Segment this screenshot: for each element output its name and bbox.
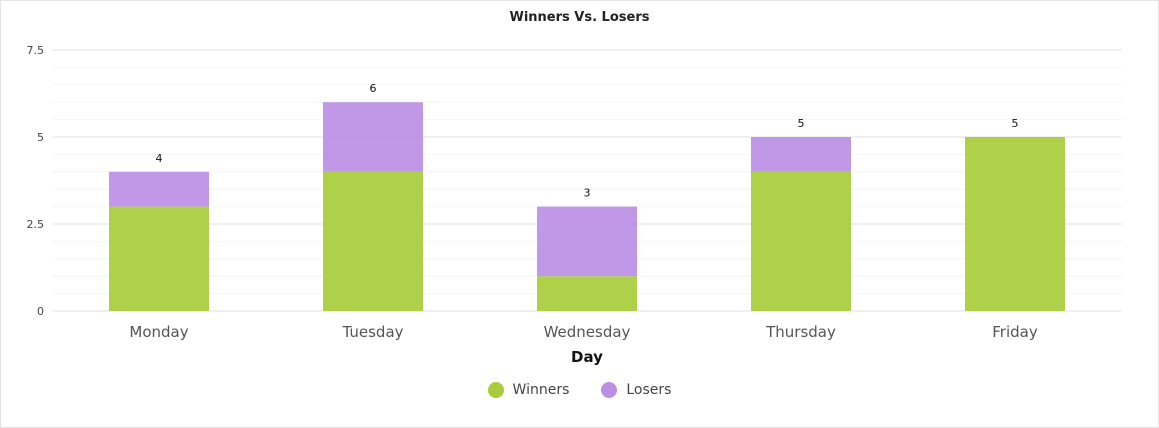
total-labels: 4 6 3 5 5 — [156, 82, 1019, 199]
y-tick-label: 0 — [37, 305, 44, 318]
bar-winners-friday[interactable] — [965, 137, 1065, 311]
x-tick-label: Friday — [992, 323, 1038, 341]
legend-label: Winners — [512, 382, 570, 398]
legend: Winners Losers — [0, 382, 1159, 398]
legend-item-losers[interactable]: Losers — [601, 382, 671, 398]
legend-marker-icon — [601, 382, 618, 398]
y-tick-label: 5 — [37, 131, 44, 144]
x-tick-label: Thursday — [765, 323, 836, 341]
x-axis-ticks: Monday Tuesday Wednesday Thursday Friday — [129, 323, 1037, 341]
y-tick-label: 2.5 — [27, 218, 45, 231]
total-label: 5 — [1012, 117, 1019, 130]
bar-winners-thursday[interactable] — [751, 171, 851, 311]
bar-losers-wednesday[interactable] — [537, 206, 637, 277]
bar-winners-monday[interactable] — [109, 206, 209, 311]
legend-item-winners[interactable]: Winners — [487, 382, 570, 398]
bar-losers-thursday[interactable] — [751, 137, 851, 172]
total-label: 5 — [798, 117, 805, 130]
total-label: 4 — [156, 152, 163, 165]
bar-winners-wednesday[interactable] — [537, 276, 637, 311]
x-tick-label: Wednesday — [544, 323, 631, 341]
chart-title: Winners Vs. Losers — [509, 10, 650, 25]
y-tick-label: 7.5 — [27, 44, 45, 57]
x-tick-label: Tuesday — [341, 323, 403, 341]
bar-losers-monday[interactable] — [109, 171, 209, 207]
legend-marker-icon — [487, 382, 504, 398]
x-tick-label: Monday — [129, 323, 188, 341]
x-axis-label: Day — [571, 348, 603, 366]
total-label: 3 — [584, 187, 591, 200]
bar-winners-tuesday[interactable] — [323, 171, 423, 311]
legend-label: Losers — [626, 382, 672, 398]
bars — [109, 102, 1065, 311]
total-label: 6 — [370, 82, 377, 95]
bar-losers-tuesday[interactable] — [323, 102, 423, 172]
y-axis-ticks: 0 2.5 5 7.5 — [27, 44, 45, 318]
